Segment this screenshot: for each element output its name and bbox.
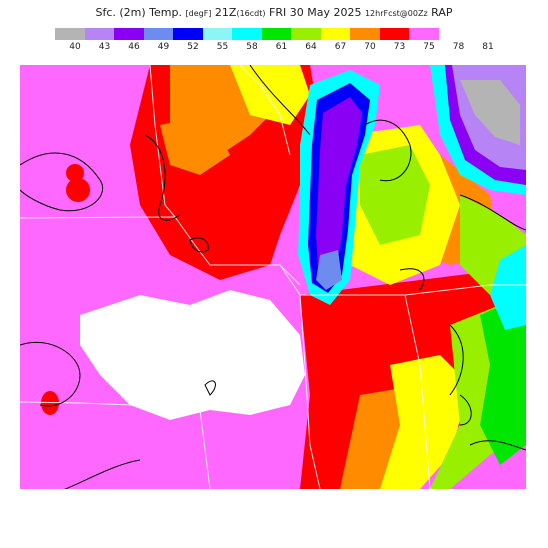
legend-tick-label: 52 [187, 42, 199, 52]
legend-tick-label: 55 [216, 42, 229, 52]
legend-swatch [379, 28, 409, 40]
legend-tick-label: 40 [69, 42, 81, 52]
region-white-core [80, 290, 305, 420]
title-main: Sfc. (2m) Temp. [95, 6, 182, 19]
region-red-spot-2 [66, 178, 90, 202]
region-lake-huron-gray [460, 80, 520, 145]
legend-tick-label: 75 [423, 42, 435, 52]
legend-swatch [84, 28, 114, 40]
region-green-east [480, 295, 526, 465]
legend-swatch [409, 28, 439, 40]
legend-tick-label: 61 [275, 42, 288, 52]
legend-tick-label: 43 [98, 42, 111, 52]
legend-tick-label: 49 [157, 42, 170, 52]
legend-swatch [202, 28, 232, 40]
title-local: (16cdt) [236, 9, 266, 18]
legend-tick-label: 46 [128, 42, 140, 52]
legend-swatch [114, 28, 144, 40]
legend-swatch [291, 28, 321, 40]
title-time: 21Z [214, 6, 237, 19]
region-lime-mich [360, 145, 430, 245]
legend-tick-label: 58 [246, 42, 258, 52]
legend-swatch [320, 28, 350, 40]
legend-swatch [438, 28, 468, 40]
legend-swatch [350, 28, 380, 40]
legend-swatch [173, 28, 203, 40]
legend-swatch [55, 28, 85, 40]
legend-swatch [261, 28, 291, 40]
region-orange-northwest [160, 115, 230, 175]
legend-swatch [143, 28, 173, 40]
legend-tick-label: 67 [334, 42, 347, 52]
region-lake-michigan-violet [316, 97, 362, 280]
region-lake-michigan-periwinkle [316, 250, 342, 290]
region-cyan-east [490, 245, 526, 330]
state-boundaries [20, 65, 526, 489]
isotherm-contours [20, 65, 526, 489]
title-fcst: 12hrFcst@00Zz [364, 9, 428, 18]
legend-swatch [232, 28, 262, 40]
title-unit: [degF] [185, 9, 212, 18]
legend-tick-label: 64 [305, 42, 317, 52]
region-red-spot-1 [66, 164, 84, 182]
region-yellow-upper [230, 65, 310, 125]
legend-tick-label: 78 [452, 42, 465, 52]
title-date: FRI 30 May 2025 [269, 6, 362, 19]
legend-tick-label: 73 [393, 42, 406, 52]
title-model: RAP [431, 6, 453, 19]
legend-tick-label: 81 [482, 42, 494, 52]
temperature-map [20, 65, 526, 489]
legend-tick-label: 70 [364, 42, 376, 52]
color-legend-bar [55, 28, 468, 40]
map-title: Sfc. (2m) Temp. [degF] 21Z(16cdt) FRI 30… [0, 6, 548, 19]
